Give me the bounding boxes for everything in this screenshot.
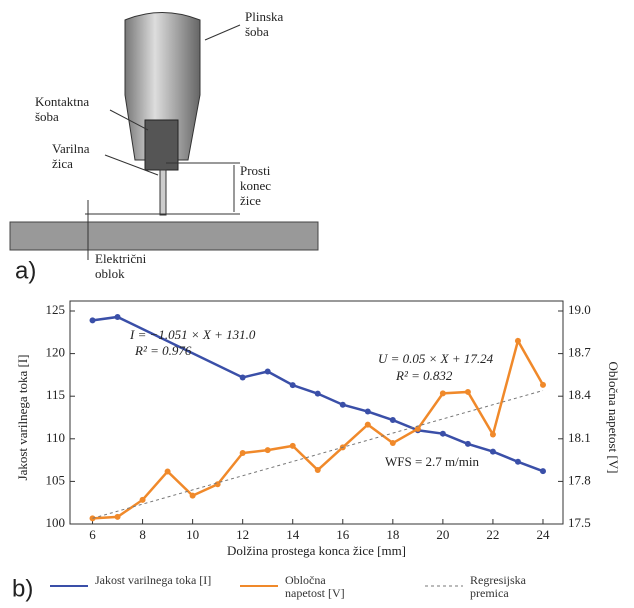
point bbox=[190, 493, 196, 499]
point bbox=[465, 389, 471, 395]
point bbox=[265, 447, 271, 453]
point bbox=[540, 468, 546, 474]
point bbox=[240, 374, 246, 380]
point bbox=[390, 417, 396, 423]
panel-label: a) bbox=[15, 257, 36, 284]
point bbox=[540, 382, 546, 388]
point bbox=[465, 441, 471, 447]
point bbox=[490, 449, 496, 455]
y2-tick-label: 17.5 bbox=[568, 515, 591, 530]
point bbox=[315, 391, 321, 397]
point bbox=[315, 467, 321, 473]
annotation: R² = 0.832 bbox=[395, 368, 453, 383]
diagram-label: konec bbox=[240, 178, 271, 193]
point bbox=[290, 443, 296, 449]
annotation: R² = 0.976 bbox=[134, 343, 192, 358]
x-tick-label: 10 bbox=[186, 527, 199, 542]
diagram-label: Električni bbox=[95, 251, 147, 266]
y-axis-title: Jakost varilnega toka [I] bbox=[15, 355, 30, 481]
diagram-label: Plinska bbox=[245, 9, 284, 24]
annotation: U = 0.05 × X + 17.24 bbox=[378, 351, 494, 366]
annotation: I = −1.051 × X + 131.0 bbox=[129, 327, 256, 342]
point bbox=[265, 368, 271, 374]
point bbox=[415, 426, 421, 432]
y2-tick-label: 18.1 bbox=[568, 430, 591, 445]
diagram-label: šoba bbox=[245, 24, 269, 39]
y-tick-label: 120 bbox=[46, 345, 66, 360]
point bbox=[390, 440, 396, 446]
x-tick-label: 22 bbox=[486, 527, 499, 542]
y-tick-label: 125 bbox=[46, 302, 66, 317]
x-tick-label: 16 bbox=[336, 527, 350, 542]
point bbox=[365, 422, 371, 428]
point bbox=[515, 459, 521, 465]
diagram-label: Prosti bbox=[240, 163, 271, 178]
y2-axis-title: Obločna napetost [V] bbox=[606, 362, 621, 474]
torch bbox=[10, 13, 318, 261]
x-tick-label: 24 bbox=[536, 527, 550, 542]
x-tick-label: 14 bbox=[286, 527, 300, 542]
point bbox=[90, 317, 96, 323]
x-tick-label: 6 bbox=[89, 527, 96, 542]
point bbox=[290, 382, 296, 388]
diagram-label: žica bbox=[52, 156, 73, 171]
x-axis-title: Dolžina prostega konca žice [mm] bbox=[227, 543, 406, 558]
point bbox=[490, 432, 496, 438]
point bbox=[115, 514, 121, 520]
panel-label: b) bbox=[12, 575, 33, 602]
figure: a) b) PlinskašobaKontaktnašobaVarilnažic… bbox=[0, 0, 634, 608]
annotation: WFS = 2.7 m/min bbox=[385, 454, 480, 469]
x-tick-label: 20 bbox=[436, 527, 449, 542]
diagram-label: oblok bbox=[95, 266, 125, 281]
legend-label: Obločna napetost [V] bbox=[285, 574, 365, 600]
y2-tick-label: 18.4 bbox=[568, 387, 591, 402]
y-tick-label: 105 bbox=[46, 472, 66, 487]
point bbox=[515, 338, 521, 344]
legend-label: Jakost varilnega toka [I] bbox=[95, 574, 215, 587]
x-tick-label: 12 bbox=[236, 527, 249, 542]
y-tick-label: 110 bbox=[46, 430, 65, 445]
diagram-label: Kontaktna bbox=[35, 94, 89, 109]
figure-svg: a) b) PlinskašobaKontaktnašobaVarilnažic… bbox=[0, 0, 634, 608]
diagram-label: žice bbox=[240, 193, 261, 208]
point bbox=[365, 409, 371, 415]
point bbox=[115, 314, 121, 320]
legend-label: Regresijska premica bbox=[470, 574, 550, 600]
point bbox=[440, 390, 446, 396]
diagram-label: šoba bbox=[35, 109, 59, 124]
x-tick-label: 18 bbox=[386, 527, 399, 542]
point bbox=[165, 468, 171, 474]
x-tick-label: 8 bbox=[139, 527, 146, 542]
point bbox=[440, 431, 446, 437]
diagram-label: Varilna bbox=[52, 141, 90, 156]
y2-tick-label: 17.8 bbox=[568, 472, 591, 487]
point bbox=[340, 402, 346, 408]
y-tick-label: 100 bbox=[46, 515, 66, 530]
point bbox=[140, 497, 146, 503]
y2-tick-label: 19.0 bbox=[568, 302, 591, 317]
y-tick-label: 115 bbox=[46, 387, 65, 402]
point bbox=[240, 450, 246, 456]
series-line bbox=[93, 341, 543, 519]
y2-tick-label: 18.7 bbox=[568, 345, 591, 360]
